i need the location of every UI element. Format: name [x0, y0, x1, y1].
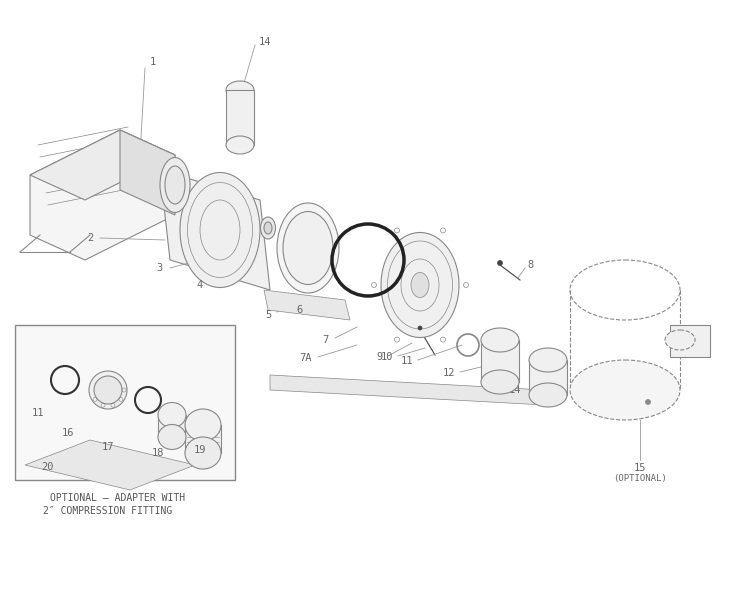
Text: 2″ COMPRESSION FITTING: 2″ COMPRESSION FITTING — [44, 506, 173, 516]
Text: (OPTIONAL): (OPTIONAL) — [613, 473, 667, 483]
Ellipse shape — [226, 136, 254, 154]
Text: 9: 9 — [377, 352, 383, 362]
Ellipse shape — [277, 203, 339, 293]
Ellipse shape — [94, 376, 122, 404]
Ellipse shape — [481, 370, 519, 394]
Text: 17: 17 — [102, 442, 114, 452]
Text: 12: 12 — [442, 368, 455, 378]
Polygon shape — [25, 440, 195, 490]
Ellipse shape — [185, 409, 221, 441]
Ellipse shape — [180, 173, 260, 288]
Text: 5: 5 — [265, 310, 272, 320]
Text: 14: 14 — [259, 37, 271, 47]
Ellipse shape — [160, 158, 190, 212]
Text: 10: 10 — [381, 352, 393, 362]
Ellipse shape — [418, 326, 422, 330]
Text: 14: 14 — [509, 385, 521, 395]
Text: 13: 13 — [538, 392, 551, 402]
Text: 3: 3 — [156, 263, 163, 273]
Ellipse shape — [570, 360, 680, 420]
Text: 15: 15 — [634, 463, 646, 473]
Text: 2: 2 — [86, 233, 93, 243]
Text: 7: 7 — [323, 335, 329, 345]
Text: 6: 6 — [297, 305, 303, 315]
Ellipse shape — [645, 400, 650, 404]
Text: 11: 11 — [401, 356, 413, 366]
Bar — [15, 325, 235, 480]
Text: 1: 1 — [150, 57, 156, 67]
Text: 16: 16 — [62, 428, 74, 438]
Text: 7A: 7A — [299, 353, 312, 363]
Bar — [481, 340, 519, 382]
Ellipse shape — [158, 403, 186, 428]
Ellipse shape — [529, 383, 567, 407]
Text: OPTIONAL – ADAPTER WITH: OPTIONAL – ADAPTER WITH — [50, 493, 186, 503]
Polygon shape — [30, 130, 175, 260]
Polygon shape — [270, 375, 545, 405]
Bar — [226, 90, 254, 145]
Text: 11: 11 — [32, 408, 44, 418]
Text: 18: 18 — [152, 448, 164, 458]
Polygon shape — [264, 290, 350, 320]
Polygon shape — [120, 130, 175, 215]
Ellipse shape — [226, 81, 254, 99]
Bar — [185, 425, 221, 453]
Ellipse shape — [529, 348, 567, 372]
Text: 4: 4 — [197, 280, 203, 290]
Text: 19: 19 — [194, 445, 206, 455]
Ellipse shape — [158, 425, 186, 449]
Polygon shape — [30, 130, 175, 200]
Bar — [529, 360, 567, 395]
Ellipse shape — [381, 232, 459, 337]
Ellipse shape — [185, 437, 221, 469]
Text: 20: 20 — [41, 462, 53, 472]
Ellipse shape — [481, 328, 519, 352]
Ellipse shape — [665, 330, 695, 350]
Bar — [158, 415, 186, 437]
Ellipse shape — [283, 212, 333, 285]
Ellipse shape — [264, 222, 272, 234]
Ellipse shape — [411, 273, 429, 298]
Ellipse shape — [260, 217, 275, 239]
Polygon shape — [160, 170, 270, 290]
Ellipse shape — [89, 371, 127, 409]
Ellipse shape — [165, 166, 185, 204]
Bar — [670, 325, 710, 357]
Ellipse shape — [498, 260, 502, 266]
Text: 8: 8 — [527, 260, 533, 270]
